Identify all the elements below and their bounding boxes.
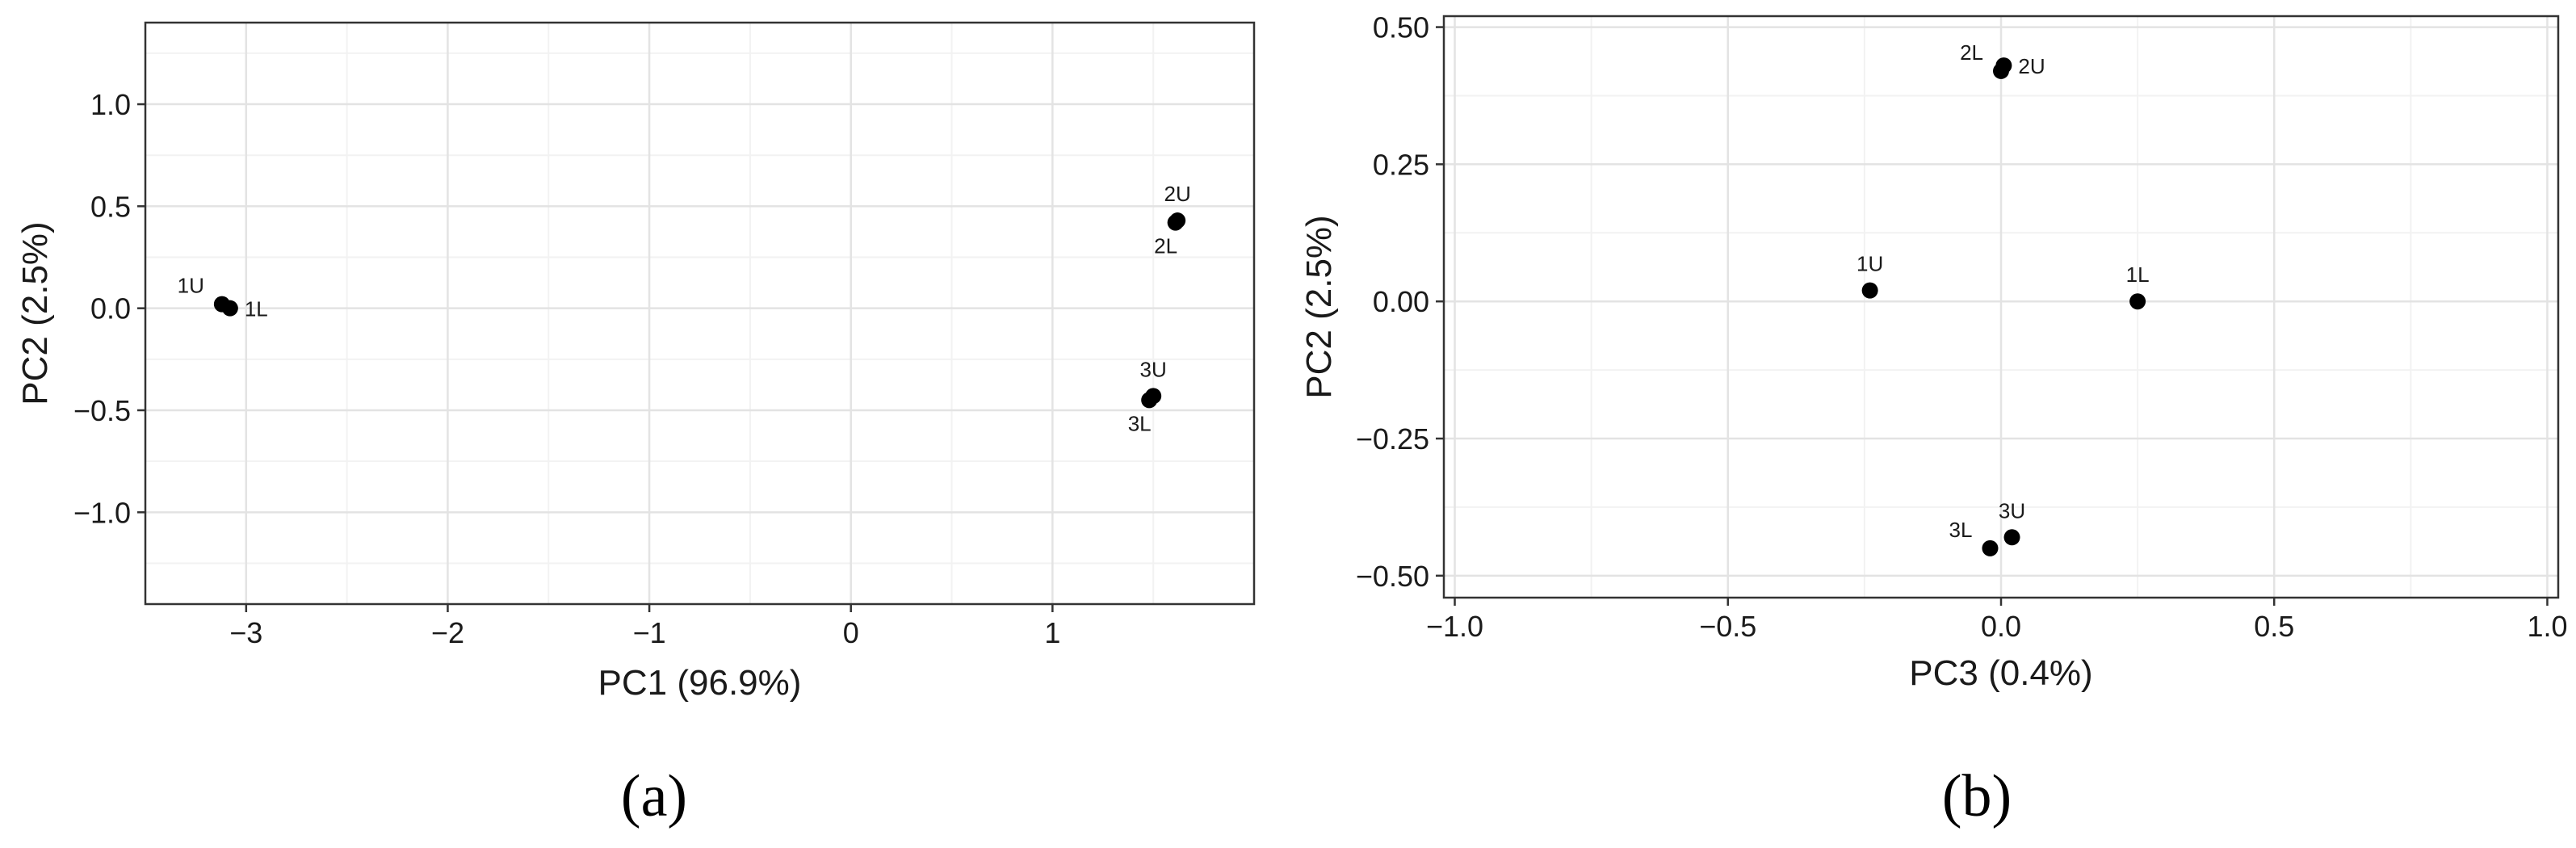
data-point <box>2129 293 2146 310</box>
y-tick-label: 0.25 <box>1373 148 1429 181</box>
point-label: 1L <box>2126 262 2150 287</box>
x-axis-title: PC3 (0.4%) <box>1909 653 2092 693</box>
point-label: 3L <box>1128 411 1152 435</box>
data-point <box>1861 282 1878 299</box>
x-tick-label: −2 <box>431 616 464 649</box>
point-label: 3U <box>1999 498 2025 523</box>
y-axis-title: PC2 (2.5%) <box>15 221 55 405</box>
x-tick-label: 1 <box>1044 616 1060 649</box>
data-point <box>221 300 238 317</box>
point-label: 3L <box>1949 518 1973 542</box>
pca-plot-b: −1.0 −0.5 0.0 0.5 1.0 −0.50 −0.25 0.00 0.25 0.50 P… <box>1299 11 2567 829</box>
x-tick-label: 1.0 <box>2527 610 2567 643</box>
point-label: 2U <box>1164 182 1191 206</box>
y-tick-label: −1.0 <box>73 496 131 529</box>
point-label: 1U <box>1856 252 1883 276</box>
y-tick-label: 1.0 <box>90 88 131 121</box>
point-label: 2L <box>1960 40 1983 65</box>
y-tick-label: 0.00 <box>1373 285 1429 318</box>
y-axis-title: PC2 (2.5%) <box>1299 215 1339 398</box>
x-tick-label: 0.0 <box>1981 610 2021 643</box>
point-label: 2U <box>2018 54 2045 78</box>
y-tick-label: 0.50 <box>1373 11 1429 44</box>
x-tick-label: 0.5 <box>2254 610 2294 643</box>
point-label: 3U <box>1140 357 1167 381</box>
panel-caption: (a) <box>621 763 687 829</box>
point-label: 1U <box>178 274 204 298</box>
data-point <box>1982 539 1999 556</box>
plot-background <box>145 23 1254 604</box>
plot-border <box>144 21 1256 606</box>
data-point <box>2003 529 2020 546</box>
x-tick-label: −3 <box>229 616 262 649</box>
x-tick-label: 0 <box>843 616 859 649</box>
y-tick-label: −0.5 <box>73 394 131 427</box>
x-tick-label: −0.5 <box>1699 610 1756 643</box>
x-tick-label: −1 <box>633 616 666 649</box>
x-axis-title: PC1 (96.9%) <box>598 663 802 703</box>
y-tick-label: −0.50 <box>1356 560 1429 593</box>
x-tick-label: −1.0 <box>1426 610 1483 643</box>
point-label: 1L <box>245 297 268 321</box>
y-tick-label: −0.25 <box>1356 422 1429 455</box>
panel-caption: (b) <box>1942 763 2012 829</box>
y-tick-label: 0.0 <box>90 292 131 325</box>
y-tick-label: 0.5 <box>90 190 131 223</box>
data-point <box>1995 57 2012 74</box>
data-point <box>1167 214 1184 231</box>
point-label: 2L <box>1154 234 1177 258</box>
pca-plot-a: −3 −2 −1 0 1 −1.0 −0.5 0.0 0.5 1.0 PC1 (96.9%) PC2 … <box>15 21 1256 829</box>
data-point <box>1141 392 1158 409</box>
